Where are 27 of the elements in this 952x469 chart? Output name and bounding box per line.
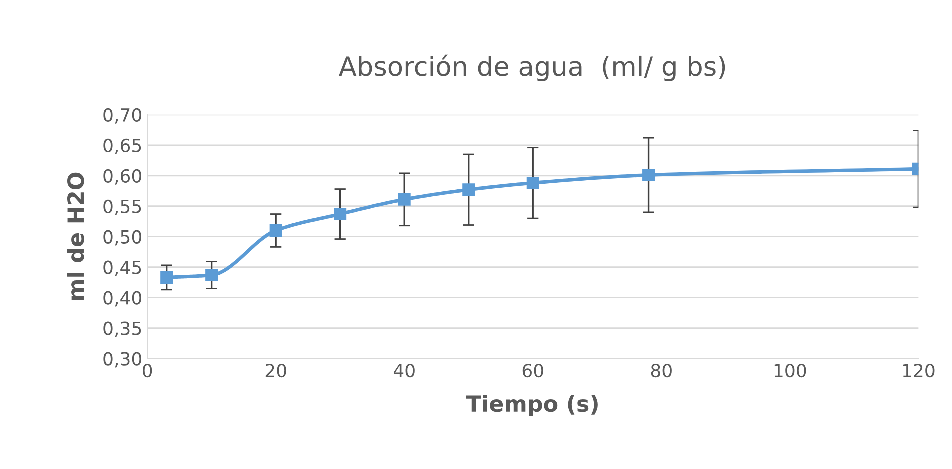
y-tick-label: 0,70 <box>104 108 142 124</box>
point <box>462 184 476 196</box>
y-tick-label: 0,65 <box>104 138 142 154</box>
x-tick-label: 40 <box>394 364 415 378</box>
y-tick-label: 0,35 <box>104 322 142 338</box>
point <box>334 208 347 221</box>
point <box>160 271 174 284</box>
y-tick-label: 0,45 <box>104 260 142 276</box>
x-tick-label: 120 <box>903 364 935 378</box>
point <box>642 169 656 182</box>
point <box>526 176 540 190</box>
x-tick-label: 80 <box>651 364 672 378</box>
y-tick-label: 0,50 <box>104 230 142 246</box>
chart-title: Absorción de agua (ml/ g bs) <box>339 54 726 82</box>
x-tick-label: 100 <box>774 364 806 378</box>
point <box>398 193 411 206</box>
y-tick-label: 0,40 <box>104 291 142 307</box>
x-tick-label: 0 <box>143 364 152 378</box>
point <box>206 269 218 282</box>
x-tick-label: 20 <box>266 364 286 378</box>
point <box>270 224 282 237</box>
x-tick-label: 60 <box>522 364 544 378</box>
x-axis-title: Tiempo (s) <box>466 395 598 417</box>
y-axis-title: ml de H2O <box>67 172 84 300</box>
y-tick-label: 0,30 <box>104 352 142 368</box>
y-tick-label: 0,55 <box>104 200 142 216</box>
y-tick-label: 0,60 <box>104 169 142 185</box>
